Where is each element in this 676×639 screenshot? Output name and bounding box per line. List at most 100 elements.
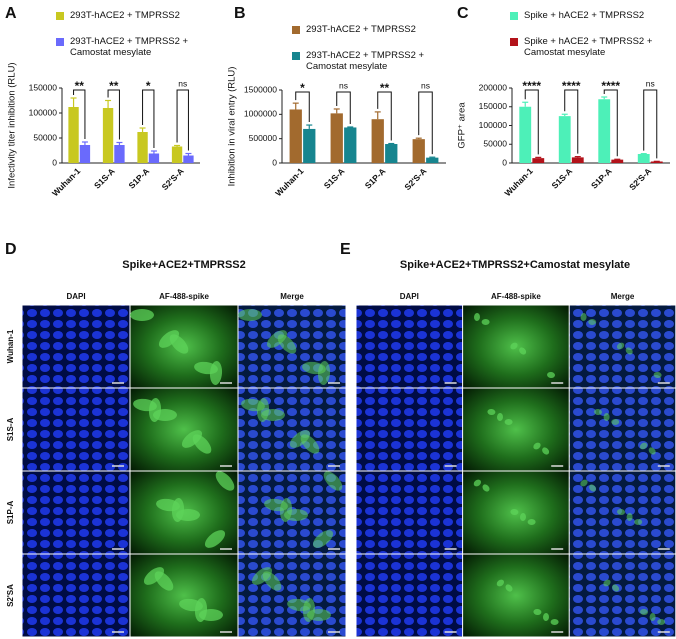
significance-bracket — [336, 91, 351, 124]
spike-signal — [130, 309, 154, 321]
spike-signal — [323, 471, 343, 491]
spike-signal — [238, 309, 262, 321]
spike-signal — [611, 419, 620, 425]
significance-bracket — [603, 89, 618, 157]
spike-signal — [287, 598, 311, 612]
spike-signal — [156, 498, 180, 512]
y-tick-label: 100000 — [29, 107, 58, 117]
bar — [412, 139, 425, 163]
legend-label: Spike + hACE2 + TMPRSS2 — [524, 10, 645, 21]
spike-signal — [625, 347, 633, 355]
y-axis-label: Inhibition in viral entry (RLU) — [227, 67, 238, 187]
micrograph — [356, 471, 463, 554]
micrograph — [22, 554, 130, 637]
x-tick-label: S1P-A — [363, 166, 388, 191]
bar — [598, 99, 611, 163]
legend-swatch — [56, 12, 64, 20]
significance-label: ** — [109, 79, 119, 93]
micrograph — [463, 388, 569, 471]
spike-signal — [179, 598, 203, 612]
y-tick-label: 500000 — [249, 133, 278, 143]
bar — [385, 144, 398, 163]
spike-signal — [215, 471, 235, 491]
panel-title: Spike+ACE2+TMPRSS2 — [122, 259, 246, 271]
legend-label: 293T-hACE2 + TMPRSS2 — [306, 24, 416, 35]
significance-label: ns — [421, 80, 430, 90]
spike-signal — [496, 579, 505, 587]
micrograph — [22, 305, 130, 388]
x-tick-label: S1P-A — [126, 166, 151, 191]
x-tick-label: S2'S-A — [160, 166, 186, 192]
micrograph — [356, 305, 463, 388]
bar — [532, 158, 545, 163]
micrograph — [356, 554, 463, 637]
spike-signal — [510, 342, 518, 350]
bar — [79, 145, 91, 163]
spike-signal — [266, 330, 288, 348]
micrograph — [130, 554, 238, 637]
row-label: S1P-A — [6, 500, 15, 524]
bar — [68, 107, 79, 163]
column-header: AF-488-spike — [491, 292, 541, 301]
spike-signal — [657, 619, 666, 625]
legend-swatch — [292, 26, 300, 34]
spike-signal — [527, 519, 536, 525]
significance-label: **** — [562, 79, 581, 93]
y-tick-label: 100000 — [479, 120, 508, 130]
spike-signal — [640, 608, 648, 616]
bar — [426, 157, 439, 163]
column-header: DAPI — [66, 292, 85, 301]
y-tick-label: 0 — [502, 157, 507, 167]
spike-signal — [504, 419, 513, 425]
spike-signal — [251, 567, 273, 585]
bar — [171, 146, 183, 163]
significance-label: ns — [339, 80, 348, 90]
column-header: Merge — [611, 292, 635, 301]
spike-signal — [241, 398, 265, 412]
spike-signal — [473, 479, 482, 487]
bar — [571, 157, 584, 163]
row-label: Wuhan-1 — [6, 329, 15, 363]
y-tick-label: 0 — [52, 157, 57, 167]
column-header: Merge — [280, 292, 304, 301]
spike-signal — [533, 608, 542, 616]
spike-signal — [580, 479, 588, 487]
significance-bracket — [73, 89, 86, 139]
spike-signal — [181, 430, 203, 448]
bar — [558, 116, 571, 163]
spike-signal — [612, 584, 620, 592]
panel-label: C — [457, 5, 469, 22]
x-tick-label: S2'S-A — [402, 166, 428, 192]
spike-signal — [482, 484, 490, 492]
spike-signal — [473, 313, 481, 321]
significance-label: ** — [380, 81, 390, 95]
y-tick-label: 0 — [272, 157, 277, 167]
y-axis-label: GFP⁺ area — [457, 102, 468, 149]
significance-label: * — [300, 81, 305, 95]
significance-label: ** — [75, 79, 85, 93]
x-tick-label: S1S-A — [549, 166, 574, 191]
spike-signal — [649, 613, 656, 621]
micrograph — [238, 554, 346, 637]
significance-bracket — [377, 91, 392, 141]
spike-signal — [505, 584, 513, 592]
legend-label: 293T-hACE2 + TMPRSS2 + Camostat mesylate — [70, 36, 189, 58]
spike-signal — [133, 398, 157, 412]
micrograph — [356, 388, 463, 471]
micrograph — [22, 471, 130, 554]
bar — [344, 127, 357, 163]
legend-label: Spike + hACE2 + TMPRSS2 + Camostat mesyl… — [524, 36, 653, 58]
x-tick-label: Wuhan-1 — [273, 166, 306, 199]
y-tick-label: 200000 — [479, 82, 508, 92]
bar — [148, 153, 160, 163]
bar — [519, 106, 532, 163]
bar — [330, 113, 343, 163]
y-axis-label: Infectivity titer inhibition (RLU) — [7, 62, 18, 188]
legend-label: 293T-hACE2 + TMPRSS2 — [70, 10, 180, 21]
significance-bracket — [643, 89, 658, 159]
significance-bracket — [295, 91, 310, 123]
micrograph — [569, 388, 676, 471]
bar — [650, 161, 663, 163]
column-header: AF-488-spike — [159, 292, 209, 301]
bar — [137, 132, 148, 163]
